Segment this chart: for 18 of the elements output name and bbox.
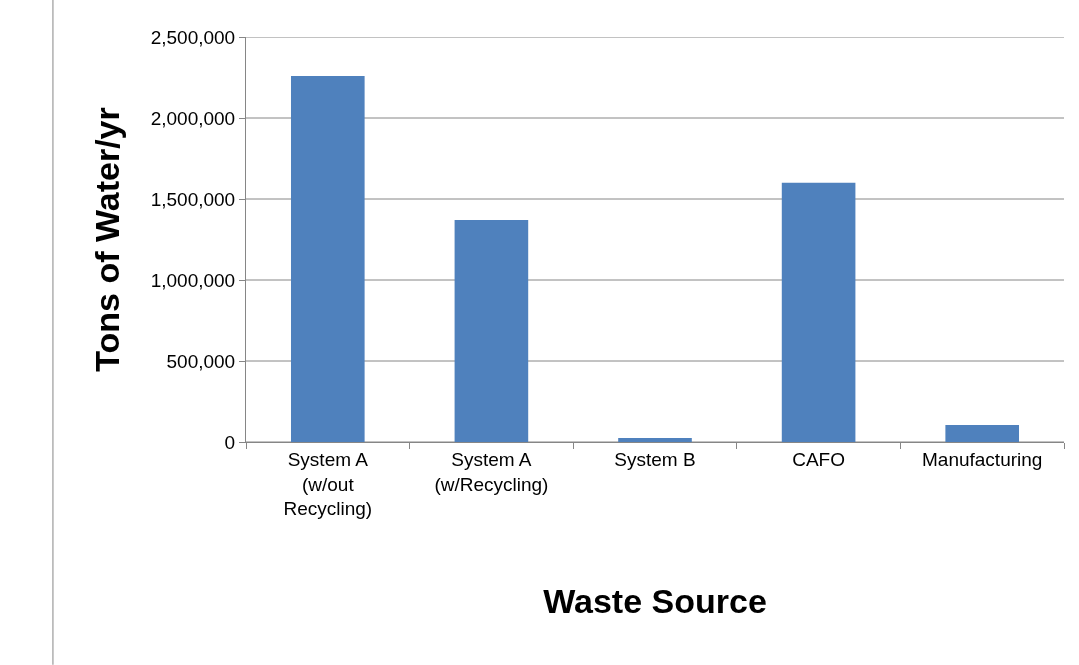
x-tick-label: CAFO <box>792 448 845 470</box>
x-tick-label: System B <box>614 448 696 470</box>
bar <box>454 220 529 442</box>
y-tick-label: 2,500,000 <box>150 26 236 48</box>
y-tick-label: 1,000,000 <box>150 269 236 291</box>
y-tick-label: 500,000 <box>166 350 236 372</box>
x-axis-title: Waste Source <box>543 581 767 620</box>
bar <box>945 424 1020 442</box>
bar <box>290 75 365 442</box>
x-tick-label: System A (w/out Recycling) <box>283 448 373 520</box>
y-tick-label: 2,000,000 <box>150 107 236 129</box>
y-tick-label: 0 <box>224 431 236 453</box>
x-tick-label: Manufacturing <box>922 448 1043 470</box>
bar <box>618 437 692 442</box>
y-axis-title: Tons of Water/yr <box>88 107 127 372</box>
y-tick-label: 1,500,000 <box>150 188 236 210</box>
x-tick-label: System A (w/Recycling) <box>434 448 549 495</box>
bar <box>781 182 856 442</box>
